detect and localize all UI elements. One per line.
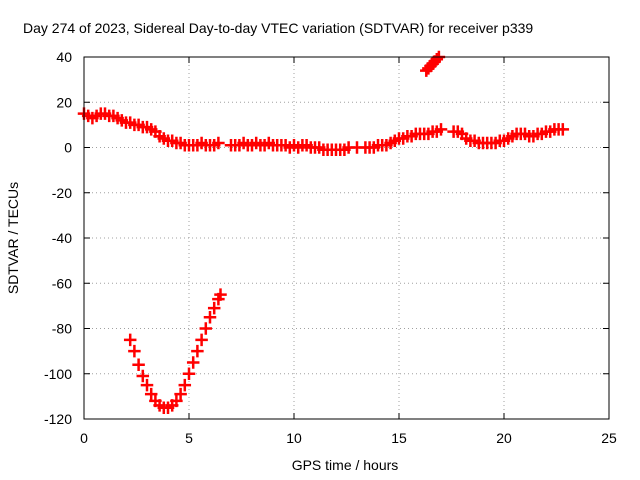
x-tick-label: 25 xyxy=(601,430,617,446)
plot-frame xyxy=(83,56,610,420)
data-point xyxy=(178,378,192,392)
data-point xyxy=(186,356,200,369)
data-point xyxy=(170,394,183,408)
y-tick-label: -120 xyxy=(44,411,72,427)
data-point xyxy=(191,344,204,358)
data-point xyxy=(434,123,448,136)
x-axis-label: GPS time / hours xyxy=(292,457,399,473)
y-tick-label: 40 xyxy=(56,49,72,65)
y-tick-label: -40 xyxy=(52,230,72,246)
data-point xyxy=(214,288,227,301)
data-point xyxy=(144,387,158,401)
y-tick-label: -60 xyxy=(52,275,72,291)
data-points xyxy=(77,50,570,414)
data-point xyxy=(556,123,570,136)
x-tick-label: 15 xyxy=(391,430,407,446)
y-tick-label: -20 xyxy=(52,185,72,201)
series-upper-branch xyxy=(420,50,446,77)
data-point xyxy=(174,387,187,401)
y-axis-label: SDTVAR / TECUs xyxy=(5,182,21,294)
data-point xyxy=(140,378,154,392)
ticks: 0 5 10 15 20 25 -120 -100 -80 -60 -40 -20 0 20 40 xyxy=(44,49,617,446)
data-point xyxy=(136,369,150,383)
series-main-track xyxy=(77,107,570,157)
y-tick-label: 20 xyxy=(56,94,72,110)
data-point xyxy=(212,136,225,150)
y-tick-label: -80 xyxy=(52,321,72,337)
data-point xyxy=(123,333,137,347)
grid xyxy=(84,57,609,419)
y-tick-label: 0 xyxy=(64,140,72,156)
data-point xyxy=(199,322,213,335)
x-tick-label: 5 xyxy=(185,430,193,446)
data-point xyxy=(128,344,141,358)
data-point xyxy=(132,358,145,371)
chart-title: Day 274 of 2023, Sidereal Day-to-day VTE… xyxy=(23,20,533,36)
x-tick-label: 20 xyxy=(496,430,512,446)
series-lower-dip xyxy=(123,288,227,414)
y-tick-label: -100 xyxy=(44,366,72,382)
x-tick-label: 10 xyxy=(286,430,302,446)
data-point xyxy=(207,301,221,315)
data-point xyxy=(195,333,208,347)
x-tick-label: 0 xyxy=(80,430,88,446)
data-point xyxy=(203,310,217,324)
data-point xyxy=(182,367,196,380)
